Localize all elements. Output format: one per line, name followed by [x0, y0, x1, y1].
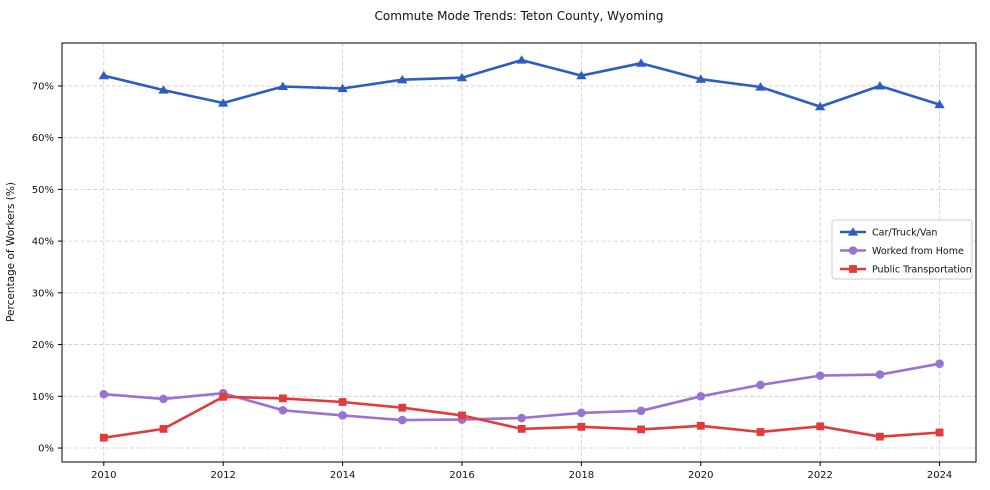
square-marker	[338, 398, 347, 406]
square-marker	[99, 433, 108, 442]
triangle-marker	[217, 98, 229, 107]
x-tick-label: 2022	[807, 470, 832, 481]
square-marker	[159, 424, 168, 433]
triangle-marker	[847, 227, 859, 236]
triangle-marker	[456, 72, 468, 82]
triangle-marker	[397, 74, 408, 84]
x-tick-label: 2018	[569, 470, 594, 481]
square-marker	[849, 265, 857, 273]
circle-marker	[848, 246, 858, 255]
y-tick-label: 40%	[32, 237, 54, 248]
circle-marker	[99, 389, 109, 399]
x-tick-label: 2020	[688, 470, 713, 481]
y-tick-label: 0%	[38, 444, 54, 455]
square-marker	[935, 428, 944, 437]
series-square	[99, 392, 944, 442]
series-triangle	[98, 55, 945, 111]
square-marker	[577, 422, 586, 431]
x-tick-label: 2016	[449, 470, 474, 481]
circle-marker	[815, 371, 825, 380]
x-tick-label: 2024	[927, 470, 952, 481]
square-marker	[756, 428, 765, 436]
series-line	[102, 362, 941, 422]
triangle-marker	[337, 83, 348, 93]
x-tick-label: 2010	[91, 470, 116, 481]
plot-border	[61, 42, 977, 463]
circle-marker	[935, 359, 944, 369]
y-tick-label: 70%	[32, 81, 54, 92]
circle-marker	[338, 411, 347, 420]
circle-marker	[159, 394, 168, 404]
square-marker	[875, 432, 884, 441]
square-marker	[637, 425, 645, 434]
triangle-marker	[755, 82, 766, 91]
square-marker	[816, 422, 825, 431]
series-circle	[99, 359, 944, 425]
circle-marker	[696, 392, 706, 401]
square-marker	[278, 394, 287, 403]
legend-label: Public Transportation	[872, 264, 972, 275]
circle-marker	[397, 415, 407, 425]
y-tick-label: 20%	[32, 340, 54, 351]
triangle-marker	[277, 81, 289, 91]
y-axis-label: Percentage of Workers (%)	[5, 182, 17, 322]
triangle-marker	[934, 99, 945, 109]
chart-title: Commute Mode Trends: Teton County, Wyomi…	[375, 9, 664, 23]
circle-marker	[517, 413, 526, 423]
square-marker	[219, 392, 228, 401]
circle-marker	[636, 406, 646, 416]
circle-marker	[875, 370, 885, 379]
triangle-marker	[635, 58, 647, 67]
triangle-marker	[98, 70, 109, 80]
legend: Car/Truck/Van Worked from Home Public Tran…	[831, 219, 973, 280]
series-layer	[98, 55, 945, 442]
x-tick-label: 2012	[210, 470, 235, 481]
y-tick-label: 30%	[32, 288, 54, 299]
series-line	[102, 58, 941, 108]
y-tick-label: 10%	[32, 392, 54, 403]
circle-marker	[756, 380, 765, 390]
triangle-marker	[814, 101, 826, 111]
axes-layer: 0% 10% 20% 30% 40% 50% 60% 70% 2010 2012 2014 2016 2…	[32, 42, 977, 481]
triangle-marker	[158, 85, 169, 94]
triangle-marker	[695, 74, 706, 83]
triangle-marker	[874, 81, 886, 90]
legend-label: Worked from Home	[872, 246, 964, 257]
circle-marker	[577, 408, 586, 418]
square-marker	[398, 403, 407, 412]
y-tick-label: 50%	[32, 185, 54, 196]
square-marker	[458, 411, 466, 420]
triangle-marker	[516, 55, 527, 64]
square-marker	[517, 424, 526, 433]
square-marker	[696, 421, 705, 430]
gridlines	[62, 43, 976, 462]
legend-box	[831, 219, 973, 280]
triangle-marker	[576, 70, 587, 80]
y-tick-label: 60%	[32, 133, 54, 144]
x-tick-label: 2014	[330, 470, 355, 481]
circle-marker	[278, 405, 288, 415]
legend-label: Car/Truck/Van	[872, 227, 937, 238]
